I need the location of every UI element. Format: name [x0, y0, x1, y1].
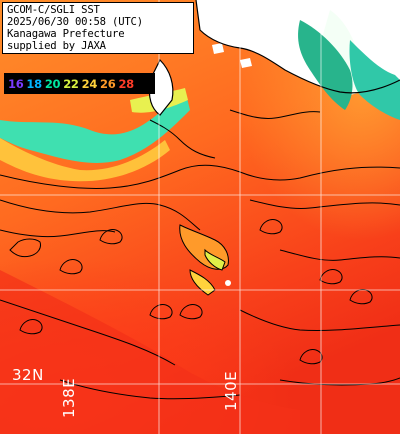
- coastal-cool-water: [0, 90, 190, 163]
- legend-label-28: 28: [118, 76, 134, 91]
- sst-contours: [0, 109, 400, 400]
- latitude-label-32n: 32N: [12, 366, 44, 384]
- region-name: Kanagawa Prefecture: [7, 28, 125, 40]
- legend-label-26: 26: [100, 76, 116, 91]
- longitude-label-138e: 138E: [60, 377, 78, 418]
- coastal-warm-band: [0, 138, 170, 182]
- legend-label-20: 20: [44, 76, 61, 91]
- land-islet-1: [212, 43, 224, 54]
- observation-time: 2025/06/30 00:58 (UTC): [7, 16, 143, 28]
- header-info-box: GCOM-C/SGLI SST 2025/06/30 00:58 (UTC) K…: [2, 2, 194, 54]
- legend-label-18: 18: [26, 76, 42, 91]
- island-chain: [179, 224, 229, 296]
- land-peninsula: [149, 60, 173, 115]
- island-marker: [225, 280, 231, 286]
- land-islet-2: [240, 58, 252, 68]
- legend-label-24: 24: [81, 76, 98, 91]
- longitude-label-140e: 140E: [222, 370, 240, 411]
- product-title: GCOM-C/SGLI SST: [7, 4, 100, 16]
- coastal-teal-northeast: [298, 20, 353, 110]
- sst-color-legend: 16 18 20 22 24 26 28: [4, 73, 155, 94]
- coastal-cyan-northeast: [349, 40, 400, 120]
- legend-label-16: 16: [8, 76, 24, 91]
- legend-label-22: 22: [63, 76, 79, 91]
- credit-line: supplied by JAXA: [7, 40, 106, 52]
